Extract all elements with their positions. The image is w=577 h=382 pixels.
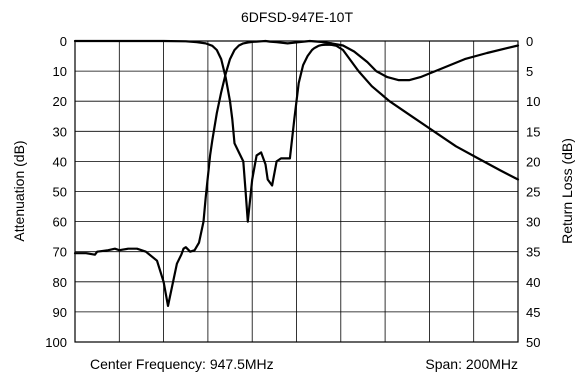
- y-tick-label: 90: [53, 305, 67, 320]
- y-tick-labels: 0 10 20 30 40 50 60 70 80 90 100: [45, 34, 67, 350]
- y-tick-label: 50: [53, 185, 67, 200]
- grid: [75, 41, 518, 342]
- y-tick-label: 30: [53, 124, 67, 139]
- y-tick-label: 10: [53, 64, 67, 79]
- y2-tick-label: 45: [526, 305, 540, 320]
- attenuation-line: [73, 39, 520, 307]
- y-tick-label: 80: [53, 275, 67, 290]
- y2-tick-label: 15: [526, 124, 540, 139]
- footer-span: Span: 200MHz: [425, 356, 518, 372]
- y2-tick-labels: 0 5 10 15 20 25 30 35 40 45 50: [526, 34, 540, 350]
- y-tick-label: 40: [53, 154, 67, 169]
- series-lines: [73, 39, 520, 307]
- footer-center-frequency: Center Frequency: 947.5MHz: [90, 356, 274, 372]
- y-tick-label: 100: [45, 335, 67, 350]
- y2-tick-label: 25: [526, 185, 540, 200]
- y2-tick-label: 50: [526, 335, 540, 350]
- y2-tick-label: 5: [526, 64, 533, 79]
- y2-tick-label: 40: [526, 275, 540, 290]
- y2-tick-label: 10: [526, 94, 540, 109]
- y2-tick-label: 20: [526, 154, 540, 169]
- return-loss-line: [73, 39, 520, 223]
- y2-tick-label: 30: [526, 215, 540, 230]
- y-tick-label: 60: [53, 215, 67, 230]
- y-axis-label: Attenuation (dB): [11, 140, 27, 241]
- y2-tick-label: 0: [526, 34, 533, 49]
- y2-axis-label: Return Loss (dB): [559, 138, 575, 244]
- y-tick-label: 70: [53, 245, 67, 260]
- plot-frame: [74, 40, 519, 343]
- chart-title: 6DFSD-947E-10T: [241, 9, 353, 25]
- y-tick-label: 20: [53, 94, 67, 109]
- y2-tick-label: 35: [526, 245, 540, 260]
- y-tick-label: 0: [60, 34, 67, 49]
